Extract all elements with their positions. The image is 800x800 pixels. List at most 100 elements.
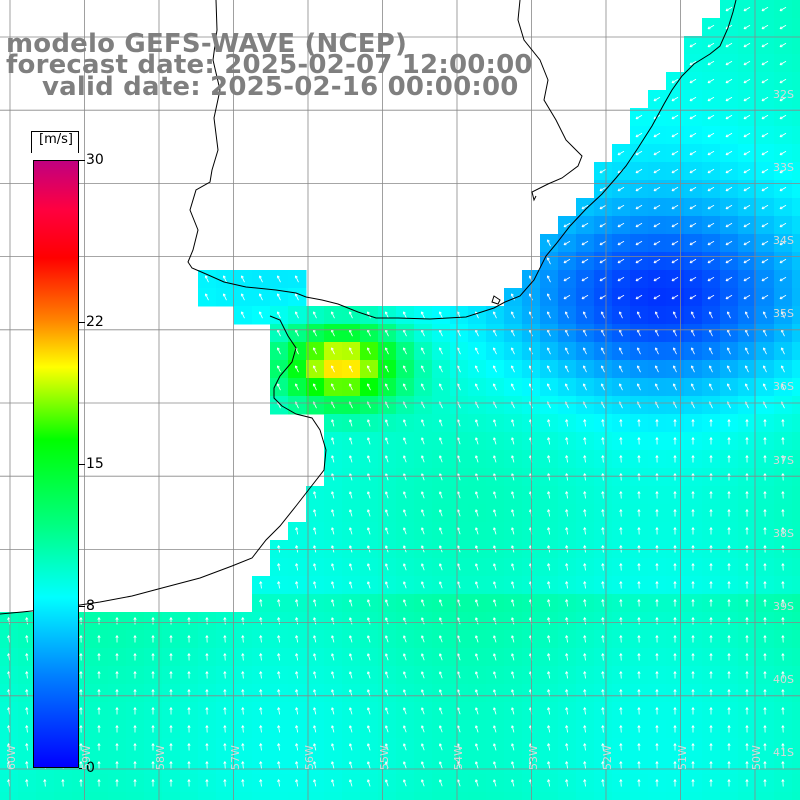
wind-arrow	[599, 240, 607, 246]
wind-speed-cell	[792, 414, 800, 433]
wind-arrow	[565, 491, 569, 499]
wind-arrow	[313, 581, 317, 589]
wind-arrow	[223, 689, 227, 697]
wind-arrow	[635, 114, 643, 120]
wind-arrow	[313, 491, 317, 499]
wind-arrow	[655, 689, 659, 697]
wind-arrow	[725, 276, 733, 282]
wind-arrow	[781, 653, 785, 661]
colorbar-tick-label: 8	[86, 597, 95, 614]
wind-arrow	[456, 491, 461, 499]
wind-arrow	[367, 473, 371, 481]
wind-arrow	[169, 617, 173, 625]
wind-arrow	[725, 222, 733, 228]
wind-arrow	[653, 168, 661, 174]
wind-arrow	[655, 491, 659, 499]
wind-arrow	[655, 617, 659, 625]
wind-arrow	[583, 419, 587, 427]
wind-arrow	[761, 60, 769, 66]
wind-arrow	[583, 617, 587, 625]
wind-arrow	[205, 743, 209, 751]
wind-arrow	[277, 617, 281, 625]
wind-arrow	[583, 761, 587, 769]
wind-arrow	[223, 671, 227, 679]
wind-arrow	[689, 258, 697, 264]
wind-arrow	[402, 527, 407, 535]
wind-arrow	[781, 725, 785, 733]
wind-arrow	[277, 725, 281, 733]
colorbar	[33, 160, 79, 768]
wind-arrow	[727, 581, 731, 589]
wind-arrow	[438, 779, 443, 787]
wind-arrow	[671, 96, 679, 102]
wind-arrow	[546, 311, 551, 319]
wind-arrow	[25, 635, 29, 643]
wind-arrow	[565, 527, 569, 535]
wind-arrow	[636, 347, 641, 355]
wind-arrow	[348, 311, 353, 319]
wind-arrow	[438, 725, 443, 733]
wind-arrow	[582, 365, 587, 373]
wind-arrow	[671, 240, 679, 246]
wind-arrow	[331, 761, 335, 769]
wind-arrow	[779, 24, 787, 30]
wind-arrow	[619, 743, 623, 751]
coastline-brazil	[187, 0, 737, 320]
wind-arrow	[546, 239, 551, 247]
wind-arrow	[743, 294, 751, 300]
wind-arrow	[781, 671, 785, 679]
wind-arrow	[313, 599, 317, 607]
wind-arrow	[25, 617, 29, 625]
wind-arrow	[691, 455, 695, 463]
wind-arrow	[420, 689, 425, 697]
wind-arrow	[563, 222, 571, 228]
wind-arrow	[763, 473, 767, 481]
wind-arrow	[635, 222, 643, 228]
wind-arrow	[673, 563, 677, 571]
wind-arrow	[402, 761, 407, 769]
wind-arrow	[743, 60, 751, 66]
wind-arrow	[637, 563, 641, 571]
wind-arrow	[330, 347, 335, 355]
wind-speed-cell	[648, 792, 667, 800]
wind-arrow	[205, 779, 209, 787]
wind-speed-cell	[126, 792, 145, 800]
wind-arrow	[384, 779, 389, 787]
wind-arrow	[169, 779, 173, 787]
wind-arrow	[349, 761, 353, 769]
wind-arrow	[367, 761, 371, 769]
wind-speed-cell	[792, 684, 800, 703]
wind-arrow	[637, 599, 641, 607]
wind-arrow	[761, 186, 769, 192]
colorbar-tick-label: 30	[86, 152, 104, 168]
wind-arrow	[349, 671, 353, 679]
wind-arrow	[456, 671, 461, 679]
wind-arrow	[475, 581, 479, 589]
wind-speed-cell	[0, 792, 19, 800]
wind-arrow	[367, 689, 371, 697]
wind-arrow	[25, 725, 29, 733]
wind-arrow	[599, 186, 607, 192]
wind-arrow	[547, 491, 551, 499]
wind-arrow	[546, 293, 551, 301]
wind-arrow	[637, 707, 641, 715]
wind-arrow	[366, 365, 371, 373]
wind-arrow	[330, 365, 335, 373]
wind-arrow	[745, 581, 749, 589]
wind-arrow	[600, 365, 605, 373]
wind-arrow	[709, 599, 713, 607]
wind-arrow	[492, 383, 497, 391]
wind-arrow	[79, 725, 83, 733]
wind-arrow	[691, 689, 695, 697]
colorbar-tick-mark	[79, 322, 85, 324]
wind-arrow	[725, 132, 733, 138]
wind-arrow	[763, 761, 767, 769]
wind-arrow	[511, 419, 515, 427]
wind-arrow	[420, 617, 425, 625]
wind-speed-cell	[792, 288, 800, 307]
wind-arrow	[761, 96, 769, 102]
wind-arrow	[601, 653, 605, 661]
wind-speed-cell	[144, 792, 163, 800]
wind-speed-cell	[792, 54, 800, 73]
wind-arrow	[653, 204, 661, 210]
